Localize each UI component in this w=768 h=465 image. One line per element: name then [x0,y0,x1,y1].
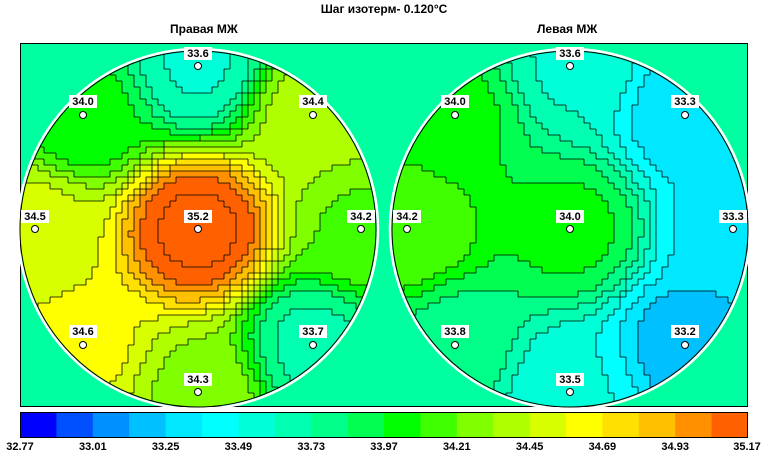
colorbar-border [20,412,748,438]
probe-point [451,111,459,119]
colorbar-swatch [56,412,94,438]
colorbar-swatch [675,412,713,438]
probe-point [79,111,87,119]
panel-title-left: Левая МЖ [537,22,598,36]
colorbar-tick-label: 34.21 [443,441,471,453]
colorbar-swatch [384,412,421,438]
colorbar-ticks: 32.77 33.01 33.25 33.49 33.73 33.97 34.21 34.45… [0,441,768,461]
colorbar-swatch [202,412,239,438]
colorbar [20,412,748,438]
probe-point [309,341,317,349]
right-breast-panel: 33.6 34.0 34.4 34.5 35.2 34.2 34.6 33.7 34.3 [16,47,380,411]
probe-point [194,62,202,70]
colorbar-swatch [347,412,385,438]
probe-value-label: 34.4 [302,96,324,108]
colorbar-swatch [165,412,203,438]
colorbar-swatch [20,412,57,438]
colorbar-swatch [238,412,276,438]
probe-point [309,111,317,119]
colorbar-tick-label: 33.73 [297,441,325,453]
probe-label-bg [719,210,747,223]
probe-value-label: 34.0 [72,96,93,108]
panel-title-right: Правая МЖ [170,22,238,36]
probe-point [566,388,574,396]
colorbar-swatch [529,412,567,438]
probe-label-bg [556,373,584,386]
colorbar-tick-label: 34.69 [588,441,617,453]
colorbar-swatch [92,412,130,438]
probe-label-bg [69,95,97,108]
colorbar-tick-label: 33.97 [370,441,398,453]
probe-label-bg [556,47,584,60]
probe-value-label: 33.3 [722,211,743,223]
probe-label-bg [299,325,327,338]
colorbar-tick-label: 33.01 [79,441,107,453]
probe-value-label: 34.5 [24,211,45,223]
probe-value-label: 33.5 [559,374,580,386]
probe-label-bg [556,210,584,223]
colorbar-tick-label: 34.45 [515,441,544,453]
chart-title: Шаг изотерм- 0.120°С [320,2,448,16]
probe-value-label: 33.3 [674,96,695,108]
probe-value-label: 35.2 [187,211,208,223]
probe-label-bg [69,325,97,338]
colorbar-swatch [638,412,676,438]
probe-value-label: 34.6 [72,326,93,338]
probe-label-bg [21,210,49,223]
probe-label-bg [184,373,212,386]
probe-point [403,225,411,233]
probe-value-label: 34.2 [350,211,371,223]
probe-value-label: 33.6 [559,48,580,60]
probe-label-bg [441,325,469,338]
probe-point [31,225,39,233]
colorbar-swatch [566,412,603,438]
probe-point [79,341,87,349]
colorbar-swatch [456,412,494,438]
probe-point [566,225,574,233]
probe-point [194,388,202,396]
colorbar-swatch [311,412,349,438]
colorbar-tick-label: 34.93 [661,441,689,453]
probe-value-label: 33.2 [674,326,695,338]
probe-value-label: 33.7 [302,326,323,338]
probe-value-label: 34.3 [187,374,208,386]
colorbar-swatch [129,412,167,438]
probe-label-bg [184,210,212,223]
probe-value-label: 33.6 [187,48,208,60]
probe-point [451,341,459,349]
probe-label-bg [184,47,212,60]
probe-point [681,111,689,119]
probe-value-label: 34.0 [559,211,580,223]
colorbar-swatch [493,412,531,438]
colorbar-swatch [711,412,748,438]
colorbar-swatch [274,412,312,438]
probe-label-bg [671,95,699,108]
probe-point [566,62,574,70]
probe-label-bg [441,95,469,108]
probe-value-label: 34.2 [396,211,417,223]
colorbar-tick-label: 33.49 [224,441,253,453]
colorbar-tick-label: 35.17 [733,441,761,453]
probe-label-bg [299,95,327,108]
probe-label-bg [393,210,421,223]
colorbar-swatch [602,412,640,438]
probe-label-bg [347,210,375,223]
probe-point [357,225,365,233]
colorbar-tick-label: 33.25 [151,441,180,453]
colorbar-swatch [420,412,458,438]
probe-value-label: 33.8 [444,326,465,338]
probe-point [194,225,202,233]
probe-value-label: 34.0 [444,96,465,108]
probe-point [729,225,737,233]
probe-point [681,341,689,349]
colorbar-tick-label: 32.77 [6,441,34,453]
left-breast-panel: 33.6 34.0 33.3 34.2 34.0 33.3 33.8 33.2 33.5 [388,47,752,411]
probe-label-bg [671,325,699,338]
